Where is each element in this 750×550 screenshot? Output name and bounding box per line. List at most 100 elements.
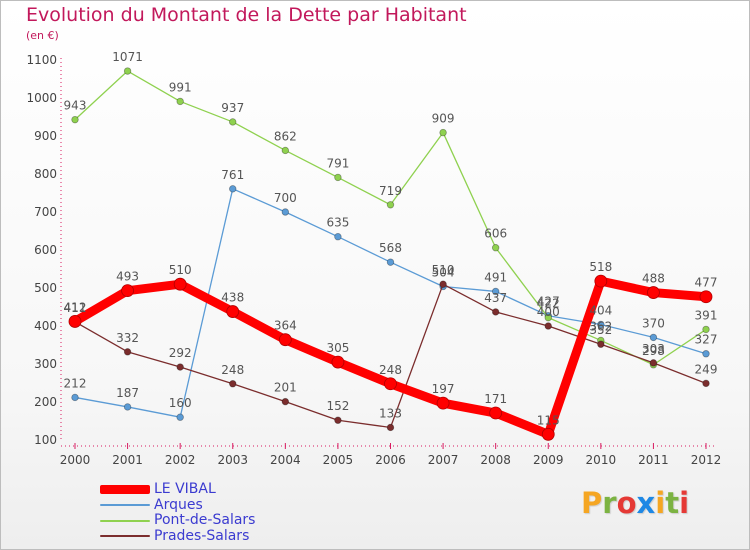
x-tick-label: 2012 <box>691 453 722 467</box>
data-label-prades-salars: 411 <box>64 301 87 315</box>
data-point-pont-de-salars <box>544 313 552 322</box>
data-label-arques: 370 <box>642 316 665 330</box>
legend-label: Arques <box>154 496 203 513</box>
x-tick-label: 2004 <box>270 453 301 467</box>
data-point-prades-salars <box>439 280 447 288</box>
data-point-prades-salars <box>229 380 237 388</box>
data-point-le-vibal <box>436 396 450 410</box>
y-tick-label: 200 <box>34 395 57 409</box>
data-label-le-vibal: 115 <box>537 413 560 427</box>
data-point-prades-salars <box>386 423 395 432</box>
data-label-le-vibal: 488 <box>642 272 665 286</box>
data-label-le-vibal: 412 <box>64 300 87 314</box>
legend-swatch <box>100 504 150 507</box>
data-label-arques: 504 <box>432 265 455 279</box>
data-label-le-vibal: 510 <box>169 263 192 277</box>
chart-title: Evolution du Montant de la Dette par Hab… <box>26 4 467 26</box>
legend-item-prades-salars: Prades-Salars <box>100 527 255 545</box>
data-label-arques: 427 <box>537 295 560 309</box>
data-point-arques <box>281 208 290 216</box>
data-label-arques: 700 <box>274 191 297 205</box>
legend-swatch <box>100 535 150 538</box>
data-point-le-vibal <box>121 284 134 298</box>
data-label-prades-salars: 400 <box>537 305 560 319</box>
data-label-pont-de-salars: 422 <box>537 297 560 311</box>
data-label-arques: 187 <box>116 386 139 400</box>
data-label-le-vibal: 171 <box>484 392 507 406</box>
data-point-le-vibal <box>541 427 555 441</box>
x-tick-label: 2003 <box>217 453 248 467</box>
x-tick-label: 2011 <box>638 453 669 467</box>
x-tick-label: 2006 <box>375 453 406 467</box>
chart-legend: LE VIBAL Arques Pont-de-Salars Prades-Salar… <box>100 482 255 544</box>
x-tick-label: 2009 <box>533 453 564 467</box>
data-point-arques <box>491 287 500 296</box>
logo-letter: i <box>679 486 690 520</box>
data-label-pont-de-salars: 362 <box>589 319 612 333</box>
legend-label: LE VIBAL <box>154 481 216 498</box>
data-point-prades-salars <box>544 322 552 330</box>
data-label-arques: 635 <box>326 216 349 230</box>
data-label-prades-salars: 437 <box>484 291 507 305</box>
legend-item-le-vibal: LE VIBAL <box>100 482 255 498</box>
legend-swatch <box>100 485 150 495</box>
data-point-prades-salars <box>491 308 500 316</box>
data-label-prades-salars: 201 <box>274 381 297 395</box>
data-point-le-vibal <box>278 333 292 347</box>
legend-swatch <box>100 519 150 522</box>
data-point-arques <box>123 403 132 411</box>
data-point-le-vibal <box>647 286 660 299</box>
logo-letter: x <box>636 486 656 520</box>
data-point-arques <box>334 232 342 241</box>
x-tick-label: 2005 <box>323 453 354 467</box>
legend-label: Prades-Salars <box>154 527 250 544</box>
data-point-arques <box>386 258 395 266</box>
data-label-arques: 160 <box>169 396 192 410</box>
chart-subtitle: (en €) <box>26 29 59 42</box>
data-label-le-vibal: 477 <box>695 276 718 290</box>
data-point-arques <box>597 320 605 329</box>
data-label-le-vibal: 364 <box>274 319 297 333</box>
proxiti-logo: Proxiti <box>581 486 689 520</box>
data-point-le-vibal <box>594 274 608 288</box>
data-label-arques: 327 <box>695 333 718 347</box>
y-tick-label: 500 <box>34 281 57 295</box>
data-point-le-vibal <box>384 377 397 391</box>
data-label-le-vibal: 438 <box>221 291 244 305</box>
y-tick-label: 400 <box>34 319 57 333</box>
data-label-prades-salars: 249 <box>695 362 718 376</box>
data-label-arques: 568 <box>379 241 402 255</box>
x-tick-label: 2007 <box>428 453 459 467</box>
data-point-pont-de-salars <box>71 115 79 124</box>
data-label-le-vibal: 493 <box>116 270 139 284</box>
data-point-le-vibal <box>331 355 345 369</box>
x-tick-label: 2010 <box>586 453 617 467</box>
y-tick-label: 900 <box>34 129 57 143</box>
data-label-prades-salars: 152 <box>326 399 349 413</box>
y-tick-label: 1100 <box>26 53 57 67</box>
y-tick-label: 700 <box>34 205 57 219</box>
data-point-arques <box>649 333 658 342</box>
logo-letter: i <box>655 486 666 520</box>
data-label-pont-de-salars: 1071 <box>112 50 143 64</box>
data-point-pont-de-salars <box>334 173 342 182</box>
data-point-le-vibal <box>173 277 187 291</box>
data-label-le-vibal: 518 <box>589 260 612 274</box>
data-point-pont-de-salars <box>702 325 710 334</box>
data-point-arques <box>176 413 184 421</box>
logo-letter: o <box>616 486 637 520</box>
data-point-le-vibal <box>226 305 240 318</box>
data-label-prades-salars: 352 <box>589 323 612 337</box>
legend-item-arques: Arques <box>100 496 255 514</box>
data-label-pont-de-salars: 606 <box>484 227 507 241</box>
data-label-arques: 761 <box>221 168 244 182</box>
y-tick-label: 300 <box>34 357 57 371</box>
data-label-pont-de-salars: 991 <box>169 80 192 94</box>
data-label-arques: 404 <box>589 303 612 317</box>
data-label-prades-salars: 332 <box>116 331 139 345</box>
data-point-prades-salars <box>649 359 658 367</box>
data-label-pont-de-salars: 298 <box>642 344 665 358</box>
y-tick-label: 600 <box>34 243 57 257</box>
data-label-le-vibal: 197 <box>432 382 455 396</box>
